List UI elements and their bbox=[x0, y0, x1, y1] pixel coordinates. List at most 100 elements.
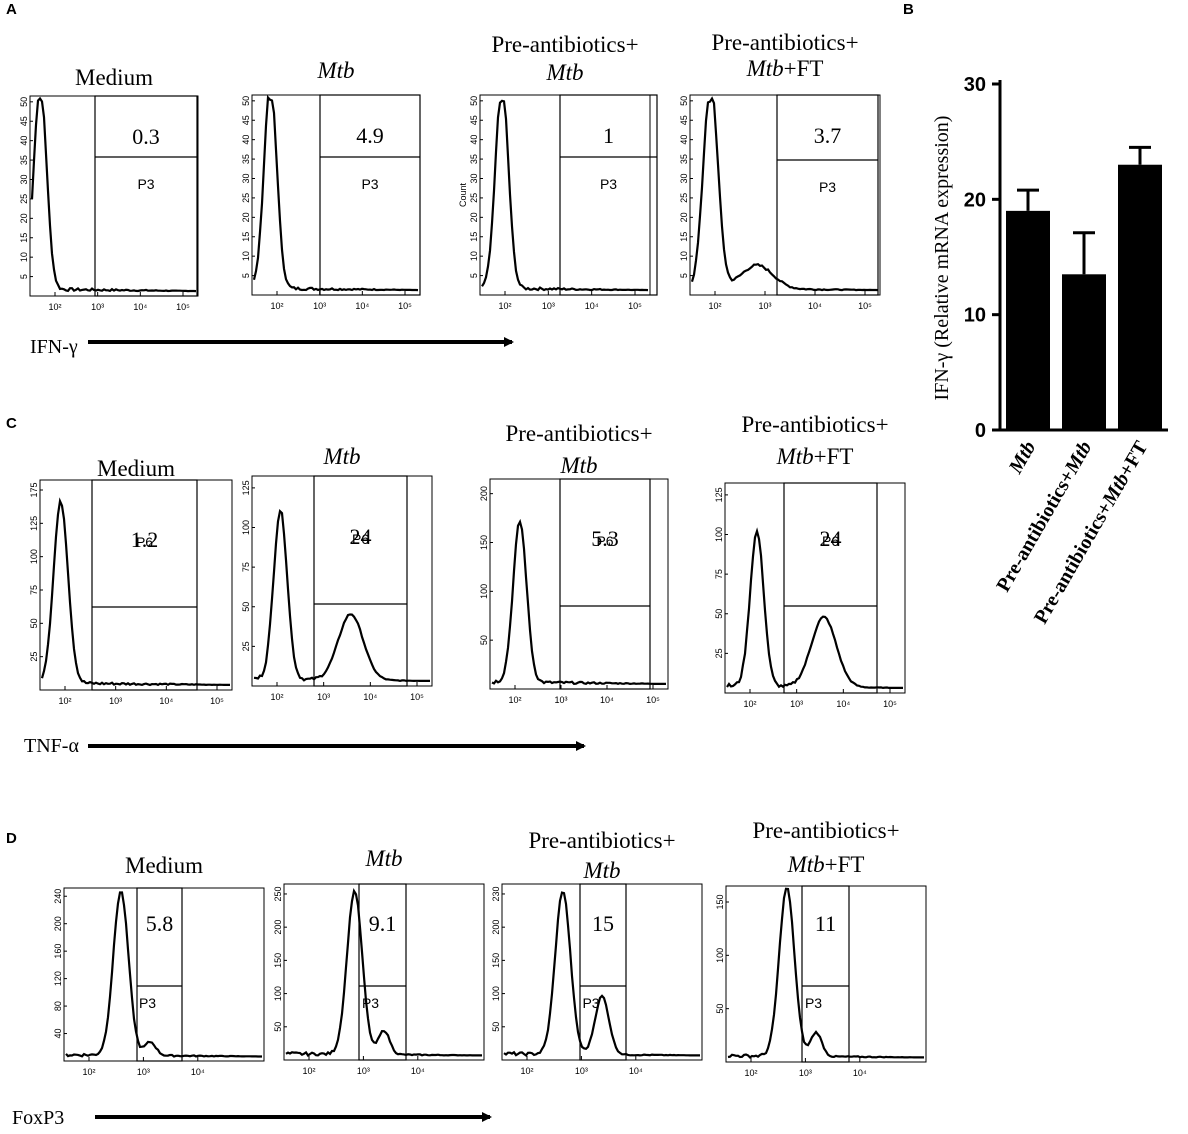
gate-label: P6 bbox=[136, 534, 153, 550]
x-tick-label: 10² bbox=[508, 695, 521, 705]
plot-title: Pre-antibiotics+ bbox=[741, 412, 888, 437]
y-tick-label: 75 bbox=[714, 569, 724, 579]
gate-percentage: 5.8 bbox=[146, 911, 174, 936]
histogram-trace bbox=[690, 96, 879, 292]
x-tick-label: 10⁴ bbox=[585, 301, 599, 311]
bar-chart-B: B IFN-γ (Relative mRNA expression) 0 10 20 30… bbox=[903, 1, 1168, 628]
gate-box bbox=[559, 478, 651, 690]
histogram-plot: Pre-antibiotics+ Mtb 15 P3 50 100 150 200 230 10²… bbox=[491, 828, 703, 1076]
y-tick-label: 40 bbox=[53, 1029, 63, 1039]
gate-percentage: 24 bbox=[820, 526, 842, 551]
x-tick-label: 10³ bbox=[758, 301, 771, 311]
gate-label: P3 bbox=[805, 995, 822, 1011]
y-tick-label: 30 bbox=[19, 174, 29, 184]
y-tick-label: 100 bbox=[479, 584, 489, 599]
gate-percentage: 11 bbox=[815, 911, 836, 936]
plot-title: Pre-antibiotics+ bbox=[505, 421, 652, 446]
gate-box bbox=[94, 95, 198, 297]
x-tick-label: 10⁵ bbox=[398, 301, 412, 311]
plot-title: Mtb bbox=[364, 846, 402, 871]
x-tick-label: 10⁴ bbox=[355, 301, 369, 311]
y-tick-label: 35 bbox=[19, 155, 29, 165]
plot-frame bbox=[689, 94, 881, 296]
y-tick-label: 10 bbox=[964, 305, 986, 327]
plot-title-line2: Mtb bbox=[559, 453, 597, 478]
x-tick-label: 10² bbox=[302, 1066, 315, 1076]
x-tick-label: 10³ bbox=[313, 301, 326, 311]
y-tick-label: 50 bbox=[679, 96, 689, 106]
x-tick-label: 10³ bbox=[91, 302, 104, 312]
y-tick-label: 200 bbox=[479, 486, 489, 501]
y-tick-label: 100 bbox=[715, 948, 725, 963]
plot-title-line2: Mtb bbox=[582, 858, 620, 883]
gate-label: P3 bbox=[600, 176, 617, 192]
x-tick-label: 10⁵ bbox=[410, 692, 424, 702]
y-tick-label: 35 bbox=[679, 154, 689, 164]
plot-title: Mtb bbox=[316, 58, 354, 83]
y-tick-label: 230 bbox=[491, 886, 501, 901]
plot-title: Medium bbox=[75, 65, 153, 90]
y-tick-label: 50 bbox=[491, 1022, 501, 1032]
histogram-plot: Pre-antibiotics+ Mtb 5.3P6 50 100 150 200 10² 10… bbox=[479, 421, 669, 705]
y-tick-label: 50 bbox=[273, 1022, 283, 1032]
plot-frame bbox=[29, 95, 199, 297]
x-tick-label: 10³ bbox=[109, 696, 122, 706]
gate-box bbox=[579, 883, 627, 1061]
y-tick-label: 240 bbox=[53, 889, 63, 904]
bar bbox=[1062, 274, 1106, 430]
gate-percentage: 0.3 bbox=[132, 124, 160, 149]
y-tick-label: 200 bbox=[273, 920, 283, 935]
y-tick-label: 35 bbox=[241, 154, 251, 164]
plot-title: Pre-antibiotics+ bbox=[711, 30, 858, 55]
x-tick-label: 10² bbox=[744, 1068, 757, 1078]
y-tick-label: 10 bbox=[241, 251, 251, 261]
plot-frame bbox=[489, 478, 669, 690]
histogram-trace bbox=[253, 509, 430, 683]
x-tick-label: 10² bbox=[498, 301, 511, 311]
plot-title: Pre-antibiotics+ bbox=[752, 818, 899, 843]
y-tick-label: 75 bbox=[29, 585, 39, 595]
gate-label: P3 bbox=[582, 995, 599, 1011]
plot-title: Pre-antibiotics+ bbox=[491, 32, 638, 57]
y-tick-label: 50 bbox=[714, 609, 724, 619]
gate-box bbox=[783, 482, 878, 694]
y-tick-label: 50 bbox=[19, 97, 29, 107]
y-tick-label: 40 bbox=[469, 135, 479, 145]
y-tick-label: 10 bbox=[19, 252, 29, 262]
y-tick-label: 150 bbox=[715, 894, 725, 909]
axis-marker-label: TNF-α bbox=[24, 735, 79, 757]
y-tick-label: 25 bbox=[469, 193, 479, 203]
histogram-plot: Medium 0.3 P3 5 10 15 20 25 30 35 40 45 50 10² 10³ 10⁴ 1… bbox=[19, 65, 199, 312]
category-label: Mtb bbox=[1004, 438, 1040, 479]
y-tick-label: 15 bbox=[19, 233, 29, 243]
y-tick-label: 100 bbox=[714, 527, 724, 542]
x-tick-label: 10⁴ bbox=[836, 699, 850, 709]
axis-marker-label: FoxP3 bbox=[12, 1107, 64, 1129]
x-tick-label: 10⁴ bbox=[600, 695, 614, 705]
y-tick-label: 20 bbox=[679, 212, 689, 222]
y-tick-label: 125 bbox=[714, 487, 724, 502]
x-tick-label: 10² bbox=[708, 301, 721, 311]
category-label: Pre-antibiotics+Mtb+FT bbox=[1030, 437, 1153, 628]
plot-frame bbox=[724, 482, 906, 694]
y-tick-label: 5 bbox=[469, 273, 479, 278]
gate-percentage: 1.2 bbox=[131, 527, 159, 552]
y-axis-label: Count bbox=[458, 183, 468, 208]
panel-D: D FoxP3 Medium 5.8 P3 40 80 120 160 200 240 10² 10³ 1… bbox=[6, 818, 927, 1129]
gate-box bbox=[319, 94, 421, 296]
histogram-trace bbox=[503, 891, 700, 1057]
panel-letter-D: D bbox=[6, 830, 17, 847]
y-tick-label: 20 bbox=[19, 213, 29, 223]
y-tick-label: 30 bbox=[241, 173, 251, 183]
plot-title: Medium bbox=[97, 456, 175, 481]
gate-box bbox=[91, 479, 198, 691]
y-tick-label: 250 bbox=[273, 886, 283, 901]
bar bbox=[1006, 210, 1050, 430]
x-tick-label: 10³ bbox=[575, 1066, 588, 1076]
gate-box bbox=[776, 94, 879, 296]
histogram-trace bbox=[285, 888, 482, 1057]
y-tick-label: 15 bbox=[241, 232, 251, 242]
histogram-trace bbox=[252, 94, 419, 292]
x-tick-label: 10³ bbox=[554, 695, 567, 705]
